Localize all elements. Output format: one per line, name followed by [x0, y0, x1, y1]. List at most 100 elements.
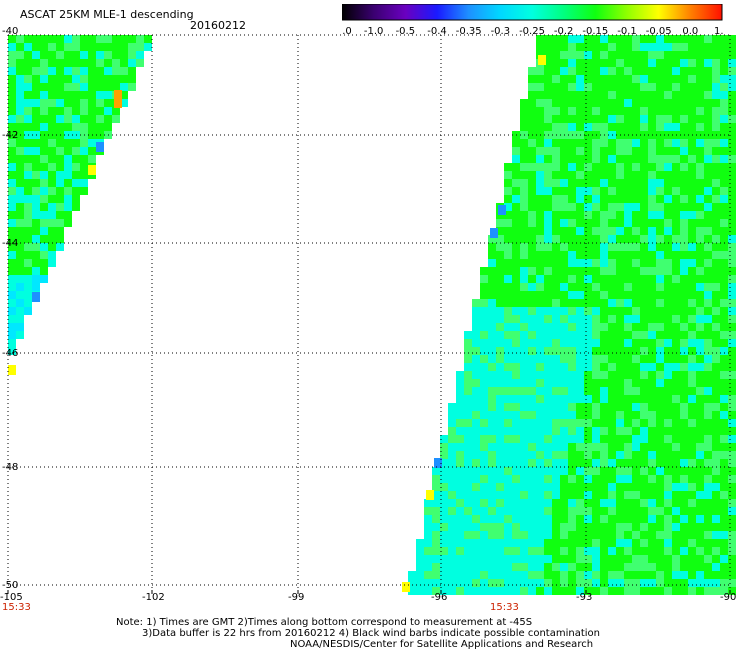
swath-cell [568, 347, 576, 355]
swath-cell [480, 555, 488, 563]
swath-cell [584, 235, 592, 243]
swath-cell [552, 203, 560, 211]
swath-cell [40, 179, 48, 187]
swath-cell [456, 419, 464, 427]
swath-cell [728, 339, 736, 347]
swath-cell [680, 51, 688, 59]
swath-cell [528, 139, 536, 147]
swath-cell [504, 179, 512, 187]
swath-cell [696, 75, 704, 83]
swath-cell [680, 35, 688, 43]
swath-cell [8, 307, 16, 315]
swath-cell [608, 331, 616, 339]
swath-cell [608, 411, 616, 419]
swath-cell [512, 323, 520, 331]
swath-cell [712, 139, 720, 147]
swath-cell [624, 411, 632, 419]
swath-cell [584, 267, 592, 275]
swath-cell [8, 259, 16, 267]
swath-cell [728, 515, 736, 523]
swath-cell [32, 243, 40, 251]
swath-cell [456, 499, 464, 507]
swath-cell [648, 579, 656, 587]
swath-cell [656, 443, 664, 451]
swath-cell [536, 291, 544, 299]
swath-cell [520, 371, 528, 379]
swath-cell [536, 211, 544, 219]
swath-cell [656, 163, 664, 171]
swath-cell [704, 187, 712, 195]
swath-cell [8, 315, 16, 323]
swath-cell [672, 339, 680, 347]
swath-cell [600, 339, 608, 347]
swath-cell [96, 107, 104, 115]
swath-cell [624, 403, 632, 411]
swath-cell [552, 563, 560, 571]
swath-cell [528, 515, 536, 523]
swath-cell [728, 115, 736, 123]
swath-cell [432, 555, 440, 563]
swath-cell [712, 323, 720, 331]
swath-cell [72, 43, 80, 51]
swath-cell [512, 555, 520, 563]
swath-cell [448, 507, 456, 515]
swath-cell [696, 363, 704, 371]
swath-cell [624, 483, 632, 491]
swath-cell [696, 579, 704, 587]
swath-cell [16, 163, 24, 171]
swath-cell [664, 347, 672, 355]
swath-cell [592, 83, 600, 91]
swath-cell [520, 299, 528, 307]
swath-cell [720, 331, 728, 339]
swath-cell [520, 451, 528, 459]
swath-cell [632, 523, 640, 531]
swath-cell [56, 35, 64, 43]
swath-cell [496, 235, 504, 243]
swath-cell [672, 283, 680, 291]
swath-cell [480, 283, 488, 291]
swath-cell [504, 347, 512, 355]
swath-cell [536, 299, 544, 307]
swath-cell [664, 491, 672, 499]
swath-cell [704, 419, 712, 427]
swath-cell [576, 427, 584, 435]
swath-cell [568, 387, 576, 395]
swath-cell [696, 251, 704, 259]
swath-cell [680, 59, 688, 67]
swath-cell [688, 523, 696, 531]
swath-cell [720, 91, 728, 99]
swath-cell [632, 395, 640, 403]
swath-cell [624, 339, 632, 347]
swath-cell [24, 211, 32, 219]
swath-cell [688, 283, 696, 291]
swath-cell [656, 483, 664, 491]
swath-cell [696, 563, 704, 571]
swath-cell [536, 355, 544, 363]
swath-cell [16, 307, 24, 315]
swath-cell [608, 403, 616, 411]
swath-cell [592, 427, 600, 435]
swath-cell [632, 331, 640, 339]
swath-cell [656, 467, 664, 475]
swath-cell [480, 403, 488, 411]
swath-cell [688, 259, 696, 267]
swath-cell [56, 147, 64, 155]
swath-cell [504, 203, 512, 211]
swath-cell [48, 75, 56, 83]
swath-cell [648, 67, 656, 75]
swath-cell [728, 571, 736, 579]
swath-cell [520, 355, 528, 363]
swath-cell [728, 323, 736, 331]
swath-cell [8, 91, 16, 99]
swath-cell [624, 395, 632, 403]
swath-cell [16, 299, 24, 307]
swath-cell [512, 267, 520, 275]
swath-cell [48, 43, 56, 51]
swath-cell [528, 523, 536, 531]
swath-cell [472, 315, 480, 323]
swath-cell [48, 123, 56, 131]
swath-cell [616, 571, 624, 579]
swath-cell [680, 419, 688, 427]
swath-cell [592, 355, 600, 363]
swath-cell [24, 147, 32, 155]
